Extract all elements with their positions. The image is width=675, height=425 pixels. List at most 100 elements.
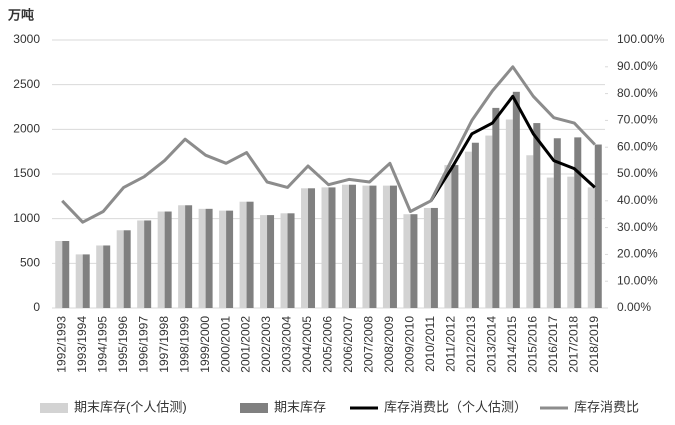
bar xyxy=(75,254,83,308)
bar xyxy=(464,151,472,308)
x-tick-label: 2004/2005 xyxy=(300,316,314,373)
bar xyxy=(219,210,227,308)
bar xyxy=(512,91,520,309)
x-tick-label: 2010/2011 xyxy=(423,316,437,372)
x-tick-label: 2017/2018 xyxy=(566,316,580,373)
x-tick-label: 2000/2001 xyxy=(218,316,232,373)
x-tick-label: 2014/2015 xyxy=(505,316,519,373)
y2-tick-label: 30.00% xyxy=(617,220,658,234)
bar xyxy=(96,245,104,308)
y2-tick-label: 60.00% xyxy=(617,139,658,153)
bar xyxy=(423,207,431,308)
legend-swatch xyxy=(40,403,68,413)
x-tick-label: 2003/2004 xyxy=(280,316,294,373)
x-tick-label: 2018/2019 xyxy=(587,316,601,373)
y-tick-label: 1000 xyxy=(13,211,40,225)
x-tick-label: 2011/2012 xyxy=(444,316,458,372)
bar xyxy=(144,220,152,308)
bar xyxy=(239,201,247,308)
bar xyxy=(55,241,63,308)
bar xyxy=(526,155,534,308)
x-tick-label: 2013/2014 xyxy=(485,316,499,373)
bar xyxy=(362,185,370,308)
x-tick-label: 2005/2006 xyxy=(321,316,335,373)
bar xyxy=(492,107,500,308)
y-tick-label: 2000 xyxy=(13,122,40,136)
bar xyxy=(267,215,275,308)
x-tick-label: 1992/1993 xyxy=(54,316,68,373)
x-tick-label: 1994/1995 xyxy=(95,316,109,373)
legend-label: 库存消费比 xyxy=(574,399,639,414)
x-tick-label: 2001/2002 xyxy=(239,316,253,373)
y2-tick-label: 100.00% xyxy=(617,32,665,46)
y2-tick-label: 80.00% xyxy=(617,86,658,100)
x-tick-label: 2008/2009 xyxy=(382,316,396,373)
legend-label: 期末库存 xyxy=(274,399,326,414)
bar xyxy=(369,185,377,308)
bar xyxy=(403,214,411,308)
legend-label: 期末库存(个人估测) xyxy=(74,399,187,414)
x-tick-label: 1995/1996 xyxy=(116,316,130,373)
y-tick-label: 2500 xyxy=(13,77,40,91)
y2-tick-label: 0.00% xyxy=(617,300,651,314)
y2-tick-label: 90.00% xyxy=(617,59,658,73)
bar xyxy=(185,205,193,308)
bar xyxy=(444,165,452,308)
bar xyxy=(82,254,90,308)
bar xyxy=(471,142,479,308)
x-tick-label: 1996/1997 xyxy=(136,316,150,373)
x-tick-label: 1997/1998 xyxy=(157,316,171,373)
bar xyxy=(382,185,390,308)
line xyxy=(61,65,596,224)
bar xyxy=(574,137,582,308)
bar xyxy=(205,208,213,308)
x-tick-label: 2016/2017 xyxy=(546,316,560,373)
x-tick-label: 1993/1994 xyxy=(75,316,89,373)
bar xyxy=(410,214,418,308)
y2-tick-label: 50.00% xyxy=(617,166,658,180)
bar xyxy=(553,138,561,308)
x-tick-label: 2015/2016 xyxy=(525,316,539,373)
bar xyxy=(260,215,268,308)
x-tick-label: 1999/2000 xyxy=(198,316,212,373)
x-tick-label: 1998/1999 xyxy=(177,316,191,373)
y2-tick-label: 70.00% xyxy=(617,113,658,127)
bar xyxy=(62,241,70,308)
y2-tick-label: 10.00% xyxy=(617,273,658,287)
bar xyxy=(164,211,172,308)
bar xyxy=(116,230,124,308)
x-tick-label: 2006/2007 xyxy=(341,316,355,373)
bar xyxy=(157,211,165,308)
bar xyxy=(123,230,131,308)
y-unit-label: 万吨 xyxy=(7,7,34,22)
legend-swatch xyxy=(240,403,268,413)
bar xyxy=(301,188,309,308)
bar xyxy=(341,184,349,308)
bar xyxy=(246,201,254,308)
legend-label: 库存消费比（个人估测） xyxy=(384,399,527,414)
bar xyxy=(178,205,186,308)
y-tick-label: 3000 xyxy=(13,32,40,46)
bar xyxy=(567,176,575,308)
x-tick-label: 2009/2010 xyxy=(403,316,417,373)
x-tick-label: 2012/2013 xyxy=(464,316,478,373)
bar xyxy=(594,144,602,308)
bar xyxy=(226,210,234,308)
bar xyxy=(485,135,493,308)
y-tick-label: 1500 xyxy=(13,166,40,180)
bar xyxy=(430,207,438,308)
bar xyxy=(308,188,316,308)
bar xyxy=(328,187,336,308)
bar xyxy=(505,119,513,308)
y-tick-label: 0 xyxy=(33,300,40,314)
x-tick-label: 2007/2008 xyxy=(362,316,376,373)
bar xyxy=(198,208,206,308)
y2-tick-label: 40.00% xyxy=(617,193,658,207)
line xyxy=(429,94,596,202)
y-tick-label: 500 xyxy=(20,256,40,270)
bar xyxy=(280,213,288,308)
bar xyxy=(587,187,595,308)
bar xyxy=(348,184,356,308)
bar xyxy=(137,220,145,308)
